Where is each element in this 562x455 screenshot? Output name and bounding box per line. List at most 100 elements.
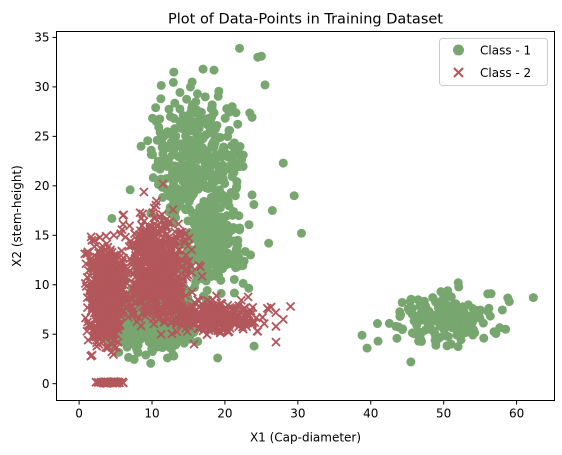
data-point xyxy=(164,154,174,164)
data-point xyxy=(180,309,190,319)
data-point xyxy=(372,319,382,329)
data-point xyxy=(190,152,200,162)
data-point xyxy=(133,239,144,250)
data-point xyxy=(224,125,234,135)
data-point xyxy=(151,294,162,304)
data-point xyxy=(94,248,104,258)
data-point xyxy=(253,326,263,336)
data-point xyxy=(163,284,173,294)
data-point xyxy=(357,330,367,340)
data-point xyxy=(102,378,112,388)
data-point xyxy=(271,337,281,347)
data-point xyxy=(157,303,167,314)
data-point xyxy=(197,319,207,329)
data-point xyxy=(168,205,178,215)
data-point xyxy=(220,179,230,189)
data-point xyxy=(87,320,97,330)
data-point xyxy=(194,302,204,312)
data-point xyxy=(101,342,111,353)
data-point xyxy=(153,250,163,260)
data-point xyxy=(156,94,166,104)
data-point xyxy=(162,173,172,183)
data-point xyxy=(165,343,175,353)
data-point xyxy=(454,309,464,319)
data-point xyxy=(135,334,145,344)
data-point xyxy=(146,358,156,368)
data-point xyxy=(397,297,407,307)
data-point xyxy=(440,292,450,302)
data-point xyxy=(417,336,427,346)
data-point xyxy=(238,278,248,288)
chart-title: Plot of Data-Points in Training Dataset xyxy=(168,12,443,28)
data-point xyxy=(470,328,480,338)
data-point xyxy=(154,227,164,237)
data-point xyxy=(212,322,222,332)
y-tick-label: 35 xyxy=(34,31,49,45)
y-tick-label: 5 xyxy=(42,328,50,342)
data-point xyxy=(125,185,135,195)
data-point xyxy=(136,277,147,287)
data-point xyxy=(200,92,210,102)
data-point xyxy=(200,324,210,334)
data-point xyxy=(171,131,181,141)
data-point xyxy=(176,230,187,240)
data-point xyxy=(203,309,213,320)
data-point xyxy=(99,245,110,255)
data-point xyxy=(107,331,118,341)
data-point xyxy=(413,295,423,305)
data-point xyxy=(151,196,162,206)
data-point xyxy=(167,329,177,339)
data-point xyxy=(264,238,274,248)
data-point xyxy=(146,248,156,258)
data-point xyxy=(253,52,263,62)
data-point xyxy=(196,132,206,142)
data-point xyxy=(384,318,394,328)
data-point xyxy=(94,339,104,350)
data-point xyxy=(217,238,227,248)
data-point xyxy=(432,336,442,346)
data-point xyxy=(218,258,228,268)
data-point xyxy=(117,246,127,256)
data-point xyxy=(184,197,194,207)
data-point xyxy=(219,142,229,152)
data-point xyxy=(191,97,201,107)
data-point xyxy=(462,316,472,326)
data-point xyxy=(164,305,174,315)
data-point xyxy=(501,324,511,334)
data-point xyxy=(178,279,188,289)
data-point xyxy=(221,149,231,159)
data-point xyxy=(158,260,169,270)
data-point xyxy=(406,357,416,367)
data-point xyxy=(139,187,149,197)
data-point xyxy=(136,259,146,270)
data-point xyxy=(259,318,269,329)
data-point xyxy=(197,152,207,162)
y-tick-label: 0 xyxy=(42,377,50,391)
data-point xyxy=(141,350,151,360)
data-point xyxy=(89,241,100,252)
data-point xyxy=(148,314,158,324)
data-point xyxy=(191,108,201,118)
data-point xyxy=(165,285,176,295)
data-point xyxy=(175,87,185,97)
data-point xyxy=(156,329,166,339)
data-point xyxy=(214,185,224,195)
data-point xyxy=(203,206,213,216)
data-point xyxy=(207,100,217,110)
data-point xyxy=(216,288,226,298)
data-point xyxy=(175,104,185,114)
data-point xyxy=(235,261,245,271)
data-point xyxy=(474,308,484,318)
data-point xyxy=(154,158,164,168)
data-point xyxy=(95,290,105,300)
data-point xyxy=(181,250,191,260)
data-point xyxy=(151,103,161,113)
data-point xyxy=(206,320,216,330)
y-tick-label: 10 xyxy=(34,278,49,292)
data-point xyxy=(82,326,92,336)
data-point xyxy=(147,269,157,279)
data-point xyxy=(152,227,162,237)
data-point xyxy=(151,245,161,255)
data-point xyxy=(170,98,180,108)
data-point xyxy=(83,335,93,345)
